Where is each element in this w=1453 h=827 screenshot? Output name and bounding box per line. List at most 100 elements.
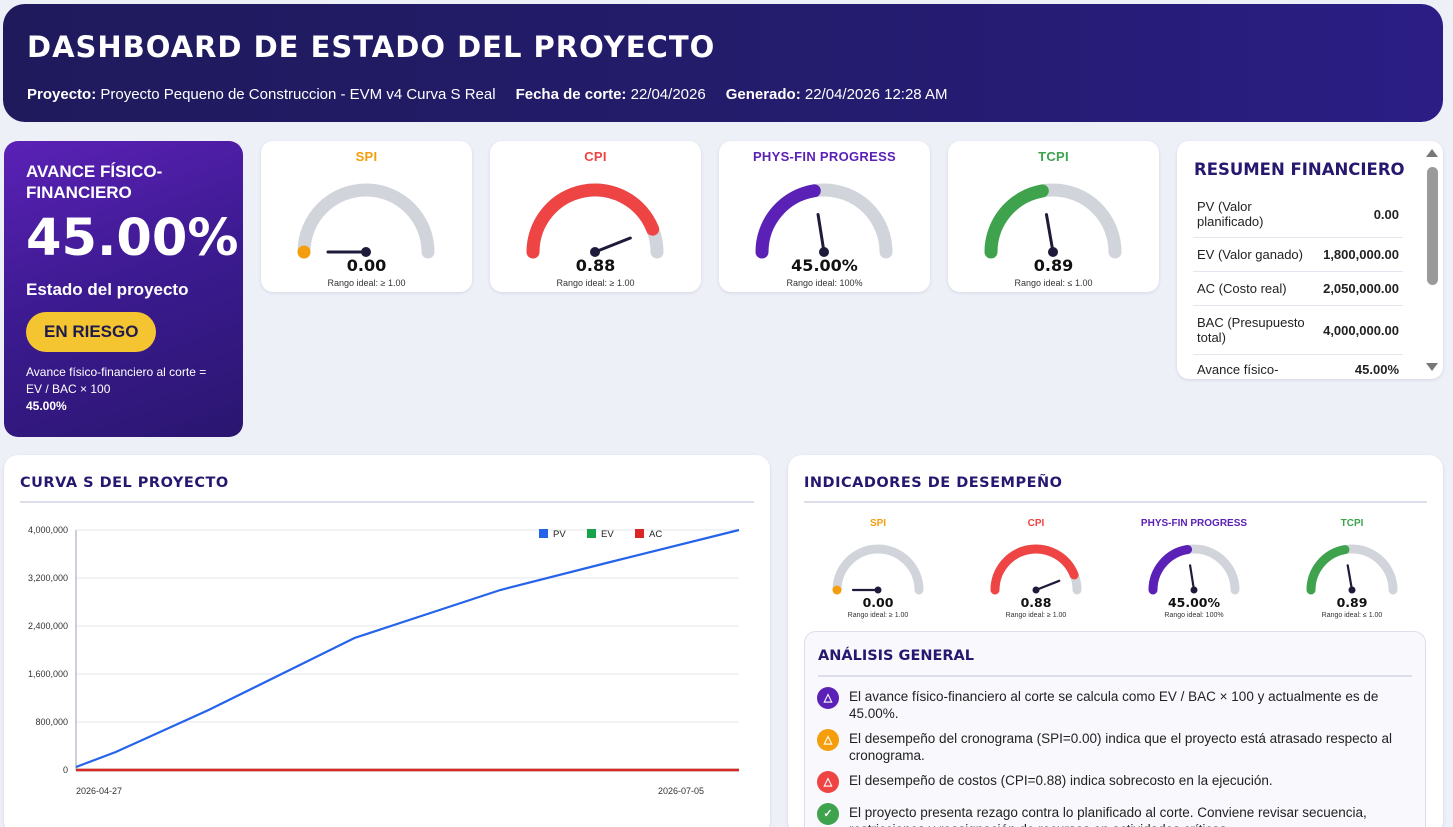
gauge-value: 0.88 bbox=[1020, 595, 1052, 610]
row-label: PV (Valor planificado) bbox=[1197, 199, 1264, 229]
y-tick-label: 0 bbox=[63, 765, 68, 775]
table-row: AC (Costo real) 2,050,000.00 bbox=[1193, 272, 1403, 306]
gauge-spi bbox=[297, 183, 435, 259]
gauge-fill bbox=[990, 544, 1079, 595]
s-curve-panel: CURVA S DEL PROYECTO 4,000,000 3,200,000 2… bbox=[4, 455, 770, 827]
analysis-text: El desempeño de costos (CPI=0.88) indica… bbox=[849, 773, 1273, 788]
legend-label: PV bbox=[553, 529, 566, 540]
gauge-fill bbox=[1148, 545, 1193, 595]
gauge-spi-small bbox=[832, 544, 924, 595]
gauge-title: PHYS-FIN PROGRESS bbox=[752, 149, 897, 164]
gauge-range: Rango ideal: ≤ 1.00 bbox=[1321, 612, 1383, 619]
gauge-cpi bbox=[526, 183, 664, 259]
gauge-hub bbox=[819, 247, 829, 257]
gauge-hub bbox=[1190, 586, 1198, 594]
gauge-value: 45.00% bbox=[791, 256, 858, 275]
gauge-range: Rango ideal: ≤ 1.00 bbox=[1014, 278, 1093, 288]
scroll-down-icon[interactable] bbox=[1426, 363, 1438, 371]
gauge-title: SPI bbox=[355, 149, 378, 164]
analysis-box: ANÁLISIS GENERAL △ El avance físico-fina… bbox=[804, 631, 1426, 827]
progress-value: 45.00% bbox=[26, 209, 239, 268]
divider bbox=[804, 501, 1427, 503]
gauge-card-cpi: CPI 0.88 Rango ideal: ≥ 1.00 bbox=[490, 141, 701, 292]
gauge-title: CPI bbox=[1027, 518, 1045, 529]
gauge-value: 0.00 bbox=[346, 256, 387, 275]
table-row: BAC (Presupuesto total) 4,000,000.00 bbox=[1193, 306, 1403, 355]
y-tick-label: 4,000,000 bbox=[28, 525, 68, 535]
dashboard-header: DASHBOARD DE ESTADO DEL PROYECTO Proyect… bbox=[3, 4, 1443, 122]
table-row: PV (Valor planificado) 0.00 bbox=[1193, 191, 1403, 238]
divider bbox=[20, 501, 754, 503]
gauge-fill bbox=[984, 184, 1049, 259]
s-curve-title: CURVA S DEL PROYECTO bbox=[20, 475, 229, 491]
cut-date-info: Fecha de corte: 22/04/2026 bbox=[516, 86, 706, 103]
series-line-pv bbox=[75, 528, 740, 769]
project-state-label: Estado del proyecto bbox=[26, 280, 189, 299]
legend-label: AC bbox=[649, 529, 662, 540]
gauge-range: Rango ideal: 100% bbox=[786, 278, 863, 288]
progress-title: AVANCE FÍSICO-FINANCIERO bbox=[26, 162, 163, 202]
gauge-value: 0.89 bbox=[1336, 595, 1368, 610]
warning-icon: △ bbox=[817, 687, 839, 709]
gauge-range: Rango ideal: 100% bbox=[1164, 612, 1224, 619]
gauge-range: Rango ideal: ≥ 1.00 bbox=[327, 278, 406, 288]
gauge-needle bbox=[1044, 213, 1055, 254]
gauge-needle bbox=[1346, 564, 1354, 592]
y-tick-label: 2,400,000 bbox=[28, 621, 68, 631]
gauge-value: 45.00% bbox=[1167, 595, 1221, 610]
row-value: 4,000,000.00 bbox=[1323, 322, 1399, 338]
status-badge: EN RIESGO bbox=[26, 312, 157, 352]
gauge-needle bbox=[816, 212, 826, 254]
gauge-track bbox=[832, 544, 924, 595]
gauge-needle bbox=[1034, 579, 1061, 592]
gauge-needle bbox=[593, 236, 632, 254]
gauge-hub bbox=[361, 247, 371, 257]
scroll-up-icon[interactable] bbox=[1426, 149, 1438, 157]
financial-summary-card[interactable]: RESUMEN FINANCIERO PV (Valor planificado… bbox=[1177, 141, 1443, 379]
warning-icon: △ bbox=[817, 771, 839, 793]
gauge-fill bbox=[526, 183, 660, 259]
scrollbar[interactable] bbox=[1425, 145, 1439, 375]
analysis-text: El desempeño del cronograma (SPI=0.00) i… bbox=[849, 731, 1392, 763]
scroll-thumb[interactable] bbox=[1427, 167, 1438, 285]
gauge-needle bbox=[1188, 564, 1196, 592]
row-label: Avance físico- bbox=[1197, 362, 1279, 377]
cut-date-label: Fecha de corte: bbox=[515, 86, 627, 103]
generated-value: 22/04/2026 12:28 AM bbox=[804, 86, 948, 103]
analysis-text: El avance físico-financiero al corte se … bbox=[849, 689, 1379, 721]
project-info: Proyecto: Proyecto Pequeno de Construcci… bbox=[27, 86, 496, 103]
gauge-card-phys-fin: PHYS-FIN PROGRESS 45.00% Rango ideal: 10… bbox=[719, 141, 930, 292]
gauge-phys-fin-small bbox=[1148, 544, 1240, 595]
gauge-fill bbox=[755, 184, 821, 259]
y-tick-label: 3,200,000 bbox=[28, 573, 68, 583]
row-label: AC (Costo real) bbox=[1197, 281, 1287, 296]
financial-table: PV (Valor planificado) 0.00 EV (Valor gan… bbox=[1193, 191, 1403, 379]
generated-label: Generado: bbox=[725, 86, 801, 103]
gauge-tcpi bbox=[984, 183, 1122, 259]
table-row: EV (Valor ganado) 1,800,000.00 bbox=[1193, 238, 1403, 272]
row-value: 45.00% bbox=[1354, 362, 1399, 377]
gauge-fill bbox=[1306, 545, 1350, 595]
gauge-cpi-small bbox=[990, 544, 1082, 595]
gauge-hub bbox=[874, 586, 882, 594]
gauge-card-spi: SPI 0.00 Rango ideal: ≥ 1.00 bbox=[261, 141, 472, 292]
gauge-value: 0.89 bbox=[1033, 256, 1074, 275]
gauge-range: Rango ideal: ≥ 1.00 bbox=[556, 278, 635, 288]
progress-formula-note: Avance físico-financiero al corte = EV /… bbox=[26, 365, 207, 396]
list-item: △ El desempeño del cronograma (SPI=0.00)… bbox=[817, 729, 1407, 764]
y-tick-label: 1,600,000 bbox=[28, 669, 68, 679]
check-icon: ✓ bbox=[817, 803, 839, 825]
table-row: Avance físico- 45.00% bbox=[1193, 355, 1403, 379]
mini-gauge-tcpi: TCPI 0.89 Rango ideal: ≤ 1.00 bbox=[1282, 518, 1422, 623]
gauge-track bbox=[297, 183, 435, 259]
gauge-fill bbox=[832, 585, 842, 595]
cut-date-value: 22/04/2026 bbox=[630, 86, 706, 103]
mini-gauge-phys-fin: PHYS-FIN PROGRESS 45.00% Rango ideal: 10… bbox=[1124, 518, 1264, 623]
header-meta: Proyecto: Proyecto Pequeno de Construcci… bbox=[27, 86, 1419, 103]
gauge-title: TCPI bbox=[1340, 518, 1364, 529]
gauge-hub bbox=[1348, 586, 1356, 594]
gauge-phys-fin bbox=[755, 183, 893, 259]
gauge-title: CPI bbox=[584, 149, 607, 164]
row-value: 2,050,000.00 bbox=[1323, 281, 1399, 296]
legend-swatch bbox=[587, 529, 596, 538]
